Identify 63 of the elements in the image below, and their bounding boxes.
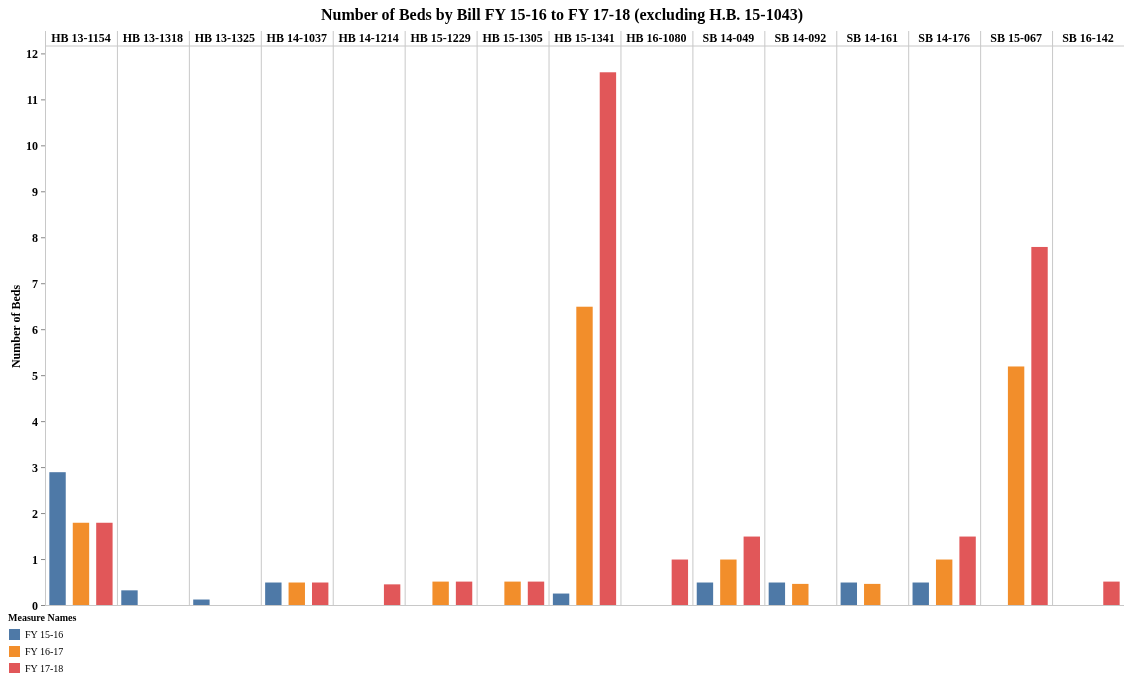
x-tick-label: HB 13-1325 bbox=[194, 31, 256, 45]
bar bbox=[504, 581, 521, 606]
bar bbox=[912, 582, 929, 606]
y-tick-label: 4 bbox=[32, 414, 38, 429]
legend-label: FY 16-17 bbox=[25, 646, 64, 657]
y-tick-label: 11 bbox=[26, 93, 38, 108]
y-tick-label: 1 bbox=[32, 552, 38, 567]
legend-title: Measure Names bbox=[8, 612, 77, 623]
x-tick-label: HB 15-1341 bbox=[554, 31, 615, 45]
y-tick-label: 6 bbox=[32, 322, 38, 337]
y-tick-label: 10 bbox=[26, 139, 38, 154]
y-tick-label: 9 bbox=[32, 185, 38, 199]
x-tick-label: SB 14-176 bbox=[918, 31, 971, 45]
bar bbox=[552, 593, 570, 606]
bar bbox=[576, 306, 593, 606]
bar bbox=[72, 522, 90, 606]
x-tick-label: SB 14-049 bbox=[702, 31, 755, 45]
x-tick-label: HB 13-1154 bbox=[51, 31, 111, 45]
bar bbox=[935, 559, 953, 606]
y-tick-label: 3 bbox=[32, 460, 38, 475]
x-tick-label: HB 14-1037 bbox=[266, 31, 327, 45]
bar bbox=[121, 590, 138, 606]
bar bbox=[1007, 366, 1025, 606]
bar bbox=[288, 582, 305, 606]
y-tick-label: 12 bbox=[26, 47, 38, 62]
bar bbox=[311, 582, 329, 606]
bar bbox=[383, 584, 401, 606]
bar bbox=[743, 536, 760, 606]
y-tick-label: 7 bbox=[32, 276, 38, 291]
bar bbox=[864, 583, 881, 606]
bar bbox=[432, 581, 449, 606]
x-tick-label: HB 15-1229 bbox=[410, 31, 471, 45]
bar bbox=[696, 582, 714, 606]
y-tick-label: 2 bbox=[32, 506, 38, 521]
x-tick-label: SB 14-161 bbox=[846, 31, 899, 45]
bar bbox=[455, 581, 473, 606]
x-tick-label: HB 13-1318 bbox=[122, 31, 184, 45]
x-tick-label: SB 15-067 bbox=[990, 31, 1042, 45]
bar bbox=[265, 582, 282, 606]
bar bbox=[1031, 246, 1048, 606]
bar bbox=[840, 582, 858, 606]
bar bbox=[1103, 581, 1120, 606]
x-tick-label: HB 14-1214 bbox=[338, 31, 399, 45]
legend-label: FY 17-18 bbox=[25, 663, 64, 673]
bar bbox=[959, 536, 976, 606]
x-tick-label: SB 14-092 bbox=[774, 31, 827, 45]
legend-label: FY 15-16 bbox=[25, 629, 64, 640]
bar bbox=[671, 559, 689, 606]
y-tick-label: 5 bbox=[32, 368, 38, 383]
x-tick-label: HB 15-1305 bbox=[482, 31, 543, 45]
chart-title: Number of Beds by Bill FY 15-16 to FY 17-18 (excluding H.B. 15-1043) bbox=[320, 6, 804, 24]
y-tick-label: 8 bbox=[32, 230, 38, 245]
x-tick-label: HB 16-1080 bbox=[626, 31, 687, 45]
y-axis-title: Number of Beds bbox=[9, 284, 23, 369]
bar bbox=[792, 583, 809, 606]
bar bbox=[768, 582, 786, 606]
x-tick-label: SB 16-142 bbox=[1062, 31, 1114, 45]
y-tick-label: 0 bbox=[32, 598, 38, 613]
bar bbox=[49, 472, 66, 606]
bar bbox=[96, 522, 113, 606]
bar bbox=[599, 72, 617, 606]
bar bbox=[527, 581, 545, 606]
bar bbox=[720, 559, 737, 606]
